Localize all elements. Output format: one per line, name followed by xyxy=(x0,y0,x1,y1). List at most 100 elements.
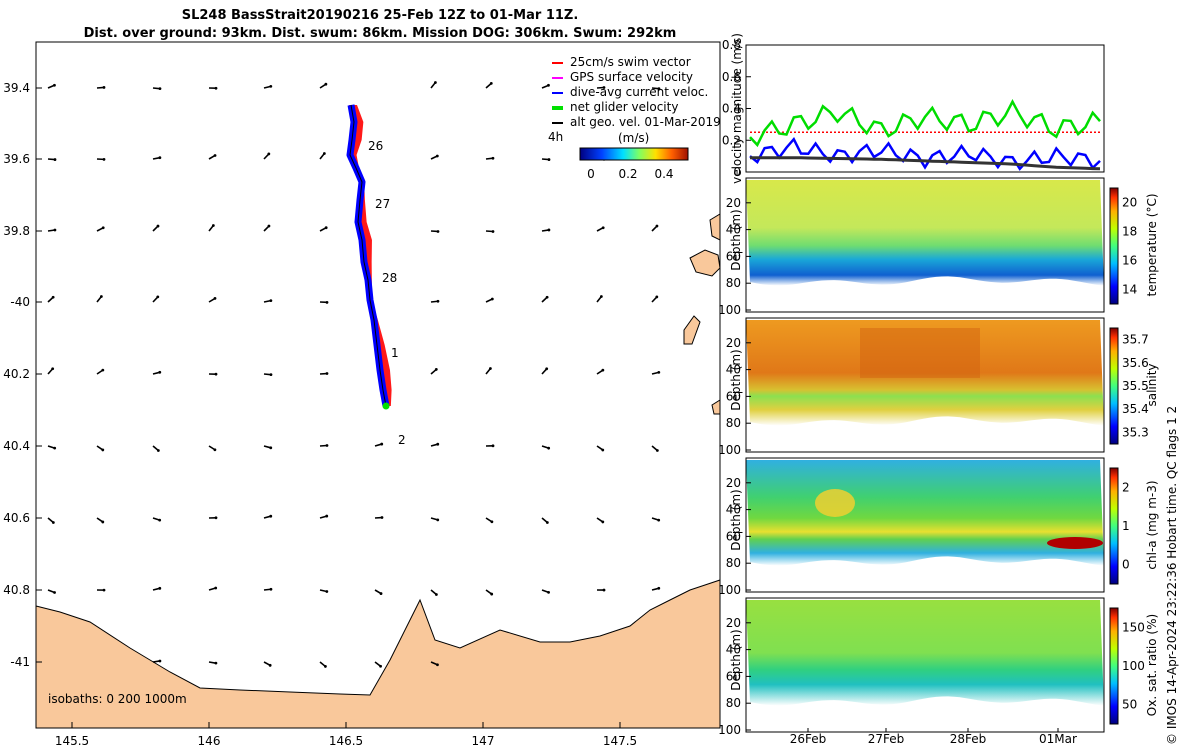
current-vector-head xyxy=(325,372,329,375)
current-vector-head xyxy=(547,83,550,87)
heatmap-ylabel: Depth (m) xyxy=(729,629,743,690)
heatmap-axes-box xyxy=(745,597,1105,733)
heatmap-ytick-label: 60 xyxy=(726,249,741,263)
day-label: 2 xyxy=(398,433,406,447)
current-vector-head xyxy=(324,665,327,668)
current-vector-head xyxy=(545,521,549,524)
heatmap-ytick-label: 40 xyxy=(726,363,741,377)
heatmap-ytick-label: 80 xyxy=(726,696,741,710)
legend-colorbar xyxy=(579,147,689,161)
salinity-high-patch xyxy=(860,328,980,378)
current-vector-head xyxy=(436,663,439,667)
velocity-series-line xyxy=(749,99,1101,148)
current-vector-head xyxy=(51,521,55,524)
current-vector-head xyxy=(102,157,106,161)
current-vector-head xyxy=(490,297,494,301)
current-vector-head xyxy=(213,448,217,452)
map-ytick-label: 40.6 xyxy=(3,511,30,525)
heatmap-panel: 20 40 60 80 100 Depth (m) 14 16 18 20 temperature … xyxy=(718,177,1159,317)
colorbar-tick-label: 2 xyxy=(1122,480,1130,494)
colorbar-tick-label: 100 xyxy=(1122,659,1145,673)
current-vector-head xyxy=(601,448,605,452)
current-vector-head xyxy=(325,514,329,518)
current-vector-head xyxy=(325,590,329,593)
heatmap-ytick-label: 40 xyxy=(726,503,741,517)
current-vector-head xyxy=(53,591,56,594)
chl-maximum-patch xyxy=(1047,537,1103,549)
map-ytick-label: -41 xyxy=(10,655,30,669)
map-frame xyxy=(35,41,721,729)
current-vector-head xyxy=(436,518,440,522)
map-xtick-label: 146 xyxy=(198,734,221,748)
day-label: 28 xyxy=(382,271,397,285)
current-vector-head xyxy=(380,516,384,519)
map-xtick-label: 146.5 xyxy=(329,734,363,748)
colorbar-tick-label: 16 xyxy=(1122,254,1137,268)
heatmap-ytick-label: 100 xyxy=(718,723,741,737)
colorbar-tick-label: 35.3 xyxy=(1122,425,1149,439)
current-vector-head xyxy=(490,520,494,524)
heatmap-panel: 20 40 60 80 100 Depth (m) 0 1 2 chl-a (mg m-3) xyxy=(718,457,1159,597)
current-vector-head xyxy=(547,591,550,594)
current-vector-head xyxy=(211,224,215,227)
heatmap-axes-box xyxy=(745,317,1105,453)
velocity-series-line xyxy=(749,136,1101,171)
current-vector-head xyxy=(51,367,55,371)
legend-item-label: dive-avg current veloc. xyxy=(570,85,708,99)
day-label: 1 xyxy=(391,346,399,360)
heatmap-ytick-label: 40 xyxy=(726,643,741,657)
map-panel: 145.5 146 146.5 147 147.5 39.4 39.6 39.8 -40 40.2… xyxy=(3,41,721,748)
current-vector-head xyxy=(325,300,329,304)
legend-unit-label: (m/s) xyxy=(618,131,649,145)
current-vector-head xyxy=(489,82,493,85)
current-vector-head xyxy=(158,586,162,590)
heatmap-ytick-label: 80 xyxy=(726,276,741,290)
current-vector-head xyxy=(269,587,273,591)
current-vector-head xyxy=(602,588,606,592)
current-vector-head xyxy=(491,444,495,448)
current-vector-head xyxy=(380,442,384,446)
heatmap-colorbar xyxy=(1109,187,1119,305)
current-vector-head xyxy=(547,228,551,232)
heatmap-colorbar xyxy=(1109,467,1119,585)
current-vector-head xyxy=(158,370,162,374)
heatmap-ytick-label: 80 xyxy=(726,416,741,430)
current-vector-head xyxy=(325,444,329,447)
legend-item-label: 25cm/s swim vector xyxy=(570,55,691,69)
current-vector-head xyxy=(489,367,492,370)
velocity-series-line xyxy=(750,156,1101,171)
legend-colorbar-tick: 0 xyxy=(587,167,595,181)
current-vector-head xyxy=(267,152,271,156)
colorbar-tick-label: 150 xyxy=(1122,620,1145,634)
legend-colorbar-tick: 0.2 xyxy=(618,167,637,181)
current-vector-head xyxy=(214,86,218,90)
velocity-ytick-label: 0.6 xyxy=(722,70,741,84)
current-vector-head xyxy=(379,592,383,595)
current-vector-head xyxy=(601,368,605,372)
map-ytick-label: 39.8 xyxy=(3,224,30,238)
current-vector-head xyxy=(379,664,382,668)
current-vector-head xyxy=(53,158,57,161)
current-vector-head xyxy=(156,224,160,228)
heatmap-field xyxy=(746,320,1104,426)
isobaths-label: isobaths: 0 200 1000m xyxy=(48,692,187,706)
current-vector-head xyxy=(657,518,661,522)
day-labels: 26 27 28 1 2 xyxy=(368,139,406,447)
current-vector-head xyxy=(158,87,162,91)
velocity-ytick-label: 0.4 xyxy=(722,102,741,116)
legend-time-label: 4h xyxy=(548,130,563,144)
heatmap-ytick-label: 100 xyxy=(718,303,741,317)
current-vector-head xyxy=(655,224,659,228)
heatmap-ytick-label: 20 xyxy=(726,196,741,210)
current-vector-head xyxy=(435,154,439,158)
map-ytick-label: -40 xyxy=(10,295,30,309)
heatmap-ytick-label: 20 xyxy=(726,616,741,630)
swim-vectors-band xyxy=(348,105,392,406)
current-vector-head xyxy=(601,226,605,230)
colorbar-tick-label: 20 xyxy=(1122,196,1137,210)
current-vector-head xyxy=(490,592,494,596)
heatmap-ytick-label: 100 xyxy=(718,583,741,597)
current-vector-head xyxy=(101,226,105,230)
